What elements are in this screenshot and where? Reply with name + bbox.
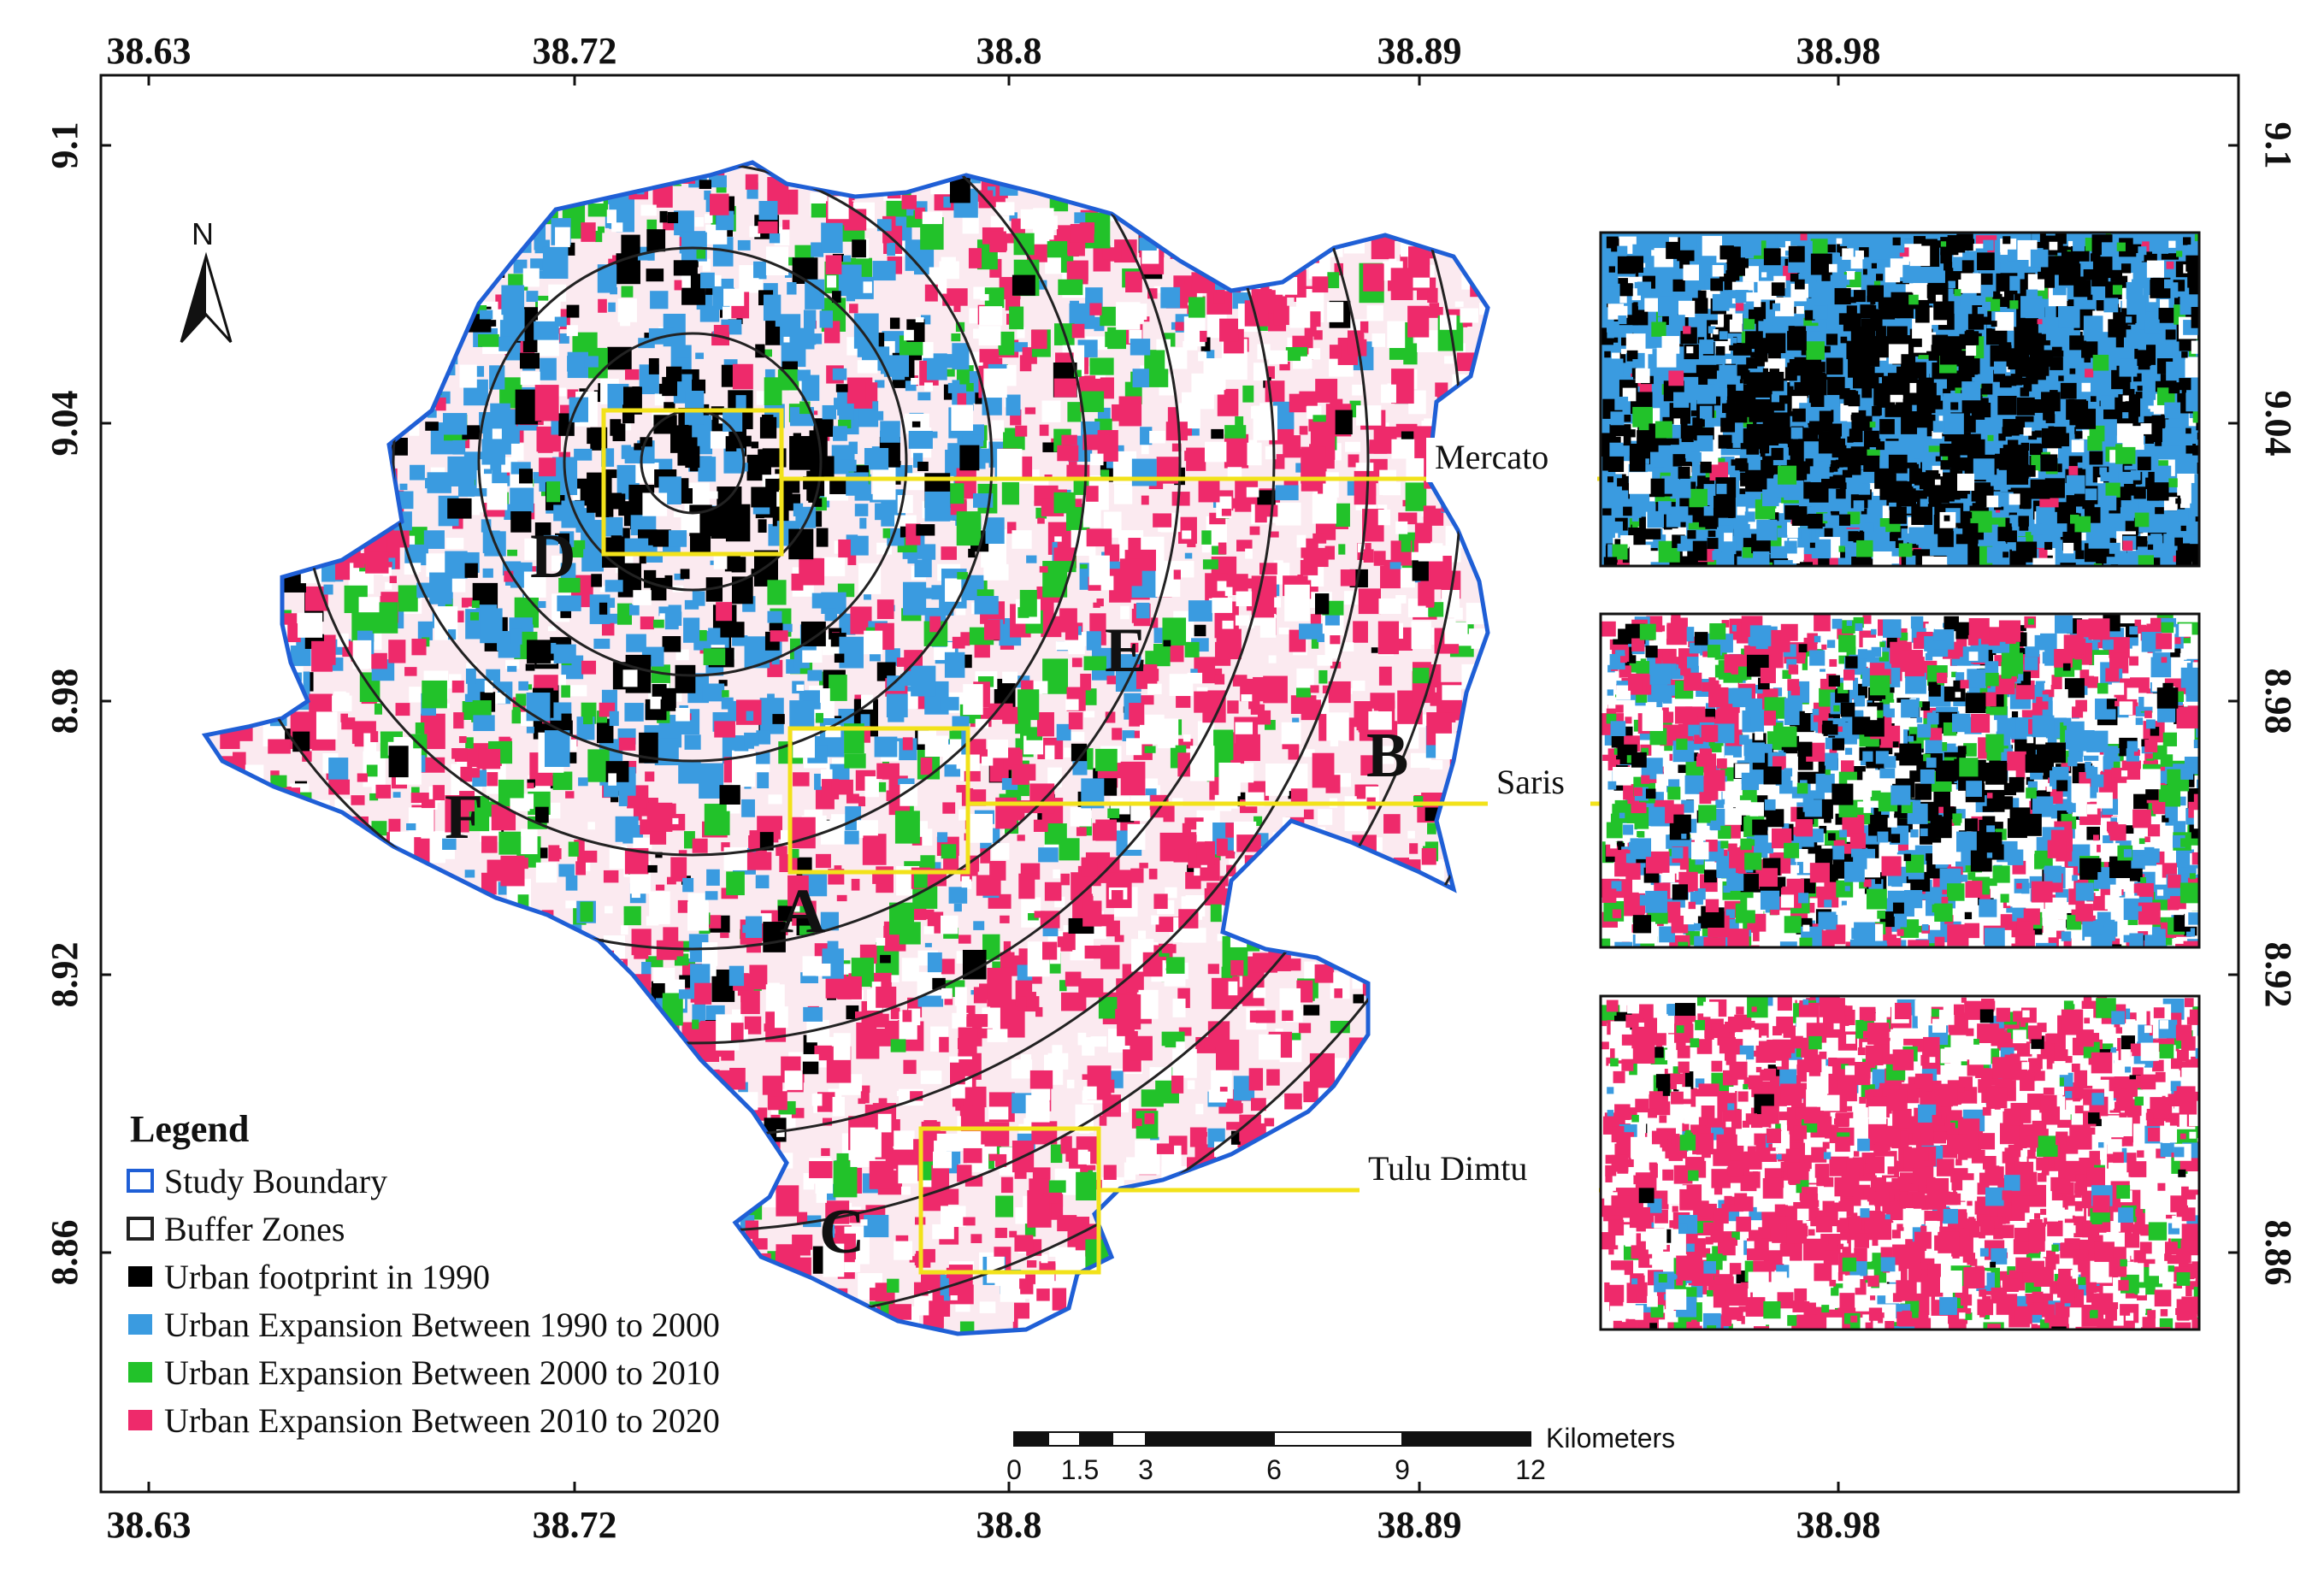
inset-mercato <box>1599 231 2201 568</box>
legend-item-label: Buffer Zones <box>164 1210 345 1248</box>
y-axis-left: 9.1 9.04 8.98 8.92 8.86 <box>44 122 111 1286</box>
legend-swatch <box>128 1266 152 1287</box>
scale-segment <box>1145 1431 1275 1447</box>
scale-unit: Kilometers <box>1546 1423 1675 1453</box>
zone-label-c: C <box>819 1197 864 1267</box>
scale-segment <box>1401 1431 1531 1447</box>
x-tick-label-top: 38.89 <box>1377 30 1462 72</box>
inset-tulu-dimtu <box>1599 994 2201 1331</box>
x-axis-bottom: 38.63 38.72 38.8 38.89 38.98 <box>107 1482 1881 1546</box>
zone-label-b: B <box>1366 721 1408 791</box>
x-tick-label-bottom: 38.63 <box>107 1504 192 1546</box>
scale-segment <box>1079 1431 1113 1447</box>
buffer-ring <box>205 162 1182 951</box>
legend-item-label: Urban Expansion Between 2000 to 2010 <box>164 1353 720 1392</box>
tulu-dimtu-highlight-box <box>918 1126 1101 1275</box>
y-tick-label-left: 8.92 <box>44 942 86 1008</box>
y-tick-label-right: 9.1 <box>2257 122 2299 169</box>
y-tick-label-left: 8.86 <box>44 1220 86 1286</box>
x-tick-label-top: 38.98 <box>1796 30 1881 72</box>
y-tick-label-right: 8.98 <box>2257 669 2299 734</box>
zone-label-e: E <box>1105 616 1147 686</box>
y-tick-label-right: 8.92 <box>2257 942 2299 1008</box>
inset-saris <box>1599 612 2201 949</box>
legend-item-label: Urban Expansion Between 1990 to 2000 <box>164 1306 720 1344</box>
legend-swatch <box>128 1410 152 1430</box>
scale-segment <box>1273 1431 1403 1447</box>
saris-highlight-box <box>787 726 970 875</box>
y-tick-label-right: 8.86 <box>2257 1220 2299 1286</box>
x-tick-label-bottom: 38.89 <box>1377 1504 1462 1546</box>
scale-segment <box>1047 1431 1081 1447</box>
scale-label: 6 <box>1266 1454 1282 1485</box>
legend: Legend Study Boundary Buffer Zones Urban f… <box>127 1108 720 1440</box>
x-tick-label-top: 38.63 <box>107 30 192 72</box>
study-boundary <box>201 160 1490 1336</box>
legend-title: Legend <box>130 1108 249 1150</box>
scale-label: 0 <box>1006 1454 1022 1485</box>
buffer-ring <box>205 162 1276 1045</box>
x-tick-label-bottom: 38.8 <box>976 1504 1042 1546</box>
x-axis-top: 38.63 38.72 38.8 38.89 38.98 <box>107 30 1881 85</box>
zone-label-a: A <box>780 876 825 946</box>
scale-segment <box>1112 1431 1147 1447</box>
north-arrow: N <box>180 216 233 344</box>
mercato-highlight-box <box>601 408 784 557</box>
y-axis-right: 9.1 9.04 8.98 8.92 8.86 <box>2228 122 2299 1286</box>
x-tick-label-top: 38.8 <box>976 30 1042 72</box>
legend-item-label: Urban Expansion Between 2010 to 2020 <box>164 1401 720 1440</box>
inset-label-mercato: Mercato <box>1435 438 1548 476</box>
legend-swatch <box>128 1314 152 1335</box>
legend-swatch <box>128 1362 152 1383</box>
x-tick-label-bottom: 38.98 <box>1796 1504 1881 1546</box>
legend-item-label: Urban footprint in 1990 <box>164 1258 490 1296</box>
y-tick-label-left: 9.04 <box>44 391 86 457</box>
scale-label: 3 <box>1138 1454 1153 1485</box>
scale-label: 12 <box>1515 1454 1546 1485</box>
zone-label-f: F <box>445 782 483 852</box>
legend-swatch <box>127 1217 154 1241</box>
inset-label-saris: Saris <box>1496 763 1565 801</box>
buffer-ring <box>392 162 994 763</box>
zone-label-d: D <box>530 522 575 592</box>
legend-item-label: Study Boundary <box>164 1162 387 1200</box>
y-tick-label-left: 9.1 <box>44 122 86 169</box>
north-label: N <box>192 216 214 251</box>
y-tick-label-left: 8.98 <box>44 669 86 734</box>
x-tick-label-bottom: 38.72 <box>533 1504 617 1546</box>
buffer-ring <box>477 246 908 677</box>
scale-bar: Kilometers 0 1.5 3 6 9 12 <box>1006 1423 1675 1485</box>
buffer-ring <box>563 332 823 592</box>
scale-label: 9 <box>1395 1454 1410 1485</box>
y-tick-label-right: 9.04 <box>2257 391 2299 457</box>
scale-segment <box>1013 1431 1049 1447</box>
x-tick-label-top: 38.72 <box>533 30 617 72</box>
inset-label-tulu-dimtu: Tulu Dimtu <box>1368 1149 1527 1188</box>
scale-label: 1.5 <box>1061 1454 1099 1485</box>
legend-swatch <box>127 1169 154 1193</box>
